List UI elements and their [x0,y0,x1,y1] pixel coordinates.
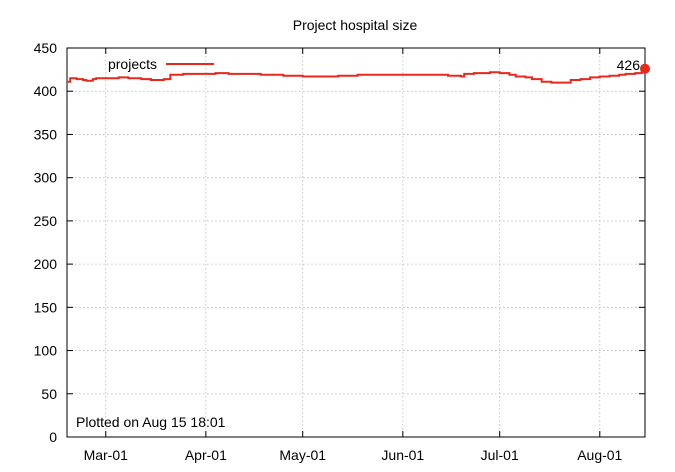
legend-label-projects: projects [108,56,157,72]
plotted-on-footnote: Plotted on Aug 15 18:01 [76,414,226,430]
y-tick-label: 100 [34,343,58,359]
plot-frame [66,47,646,438]
y-tick-label: 200 [34,256,58,272]
x-tick-label: Jul-01 [481,447,519,463]
x-tick-label: Jun-01 [381,447,424,463]
legend: projects [108,56,214,72]
y-tick-label: 0 [49,429,57,445]
x-tick-label: Apr-01 [185,447,227,463]
x-tick-label: May-01 [279,447,326,463]
y-tick-label: 350 [34,126,58,142]
series-layer [67,63,650,84]
x-tick-label: Aug-01 [577,447,622,463]
y-tick-label: 450 [34,40,58,56]
grid [67,48,645,437]
last-value-marker [640,63,650,74]
series-line-projects [67,68,646,84]
last-value-label: 426 [617,57,641,73]
y-tick-label: 400 [34,83,58,99]
y-tick-label: 50 [41,386,57,402]
x-tick-label: Mar-01 [84,447,129,463]
chart-title: Project hospital size [293,17,418,33]
y-tick-label: 250 [34,213,58,229]
y-tick-label: 300 [34,170,58,186]
y-tick-label: 150 [34,299,58,315]
axis-ticks: 0 50 100 150 200 250 300 350 400 450 Mar-01 Apr-01 M… [34,40,645,463]
